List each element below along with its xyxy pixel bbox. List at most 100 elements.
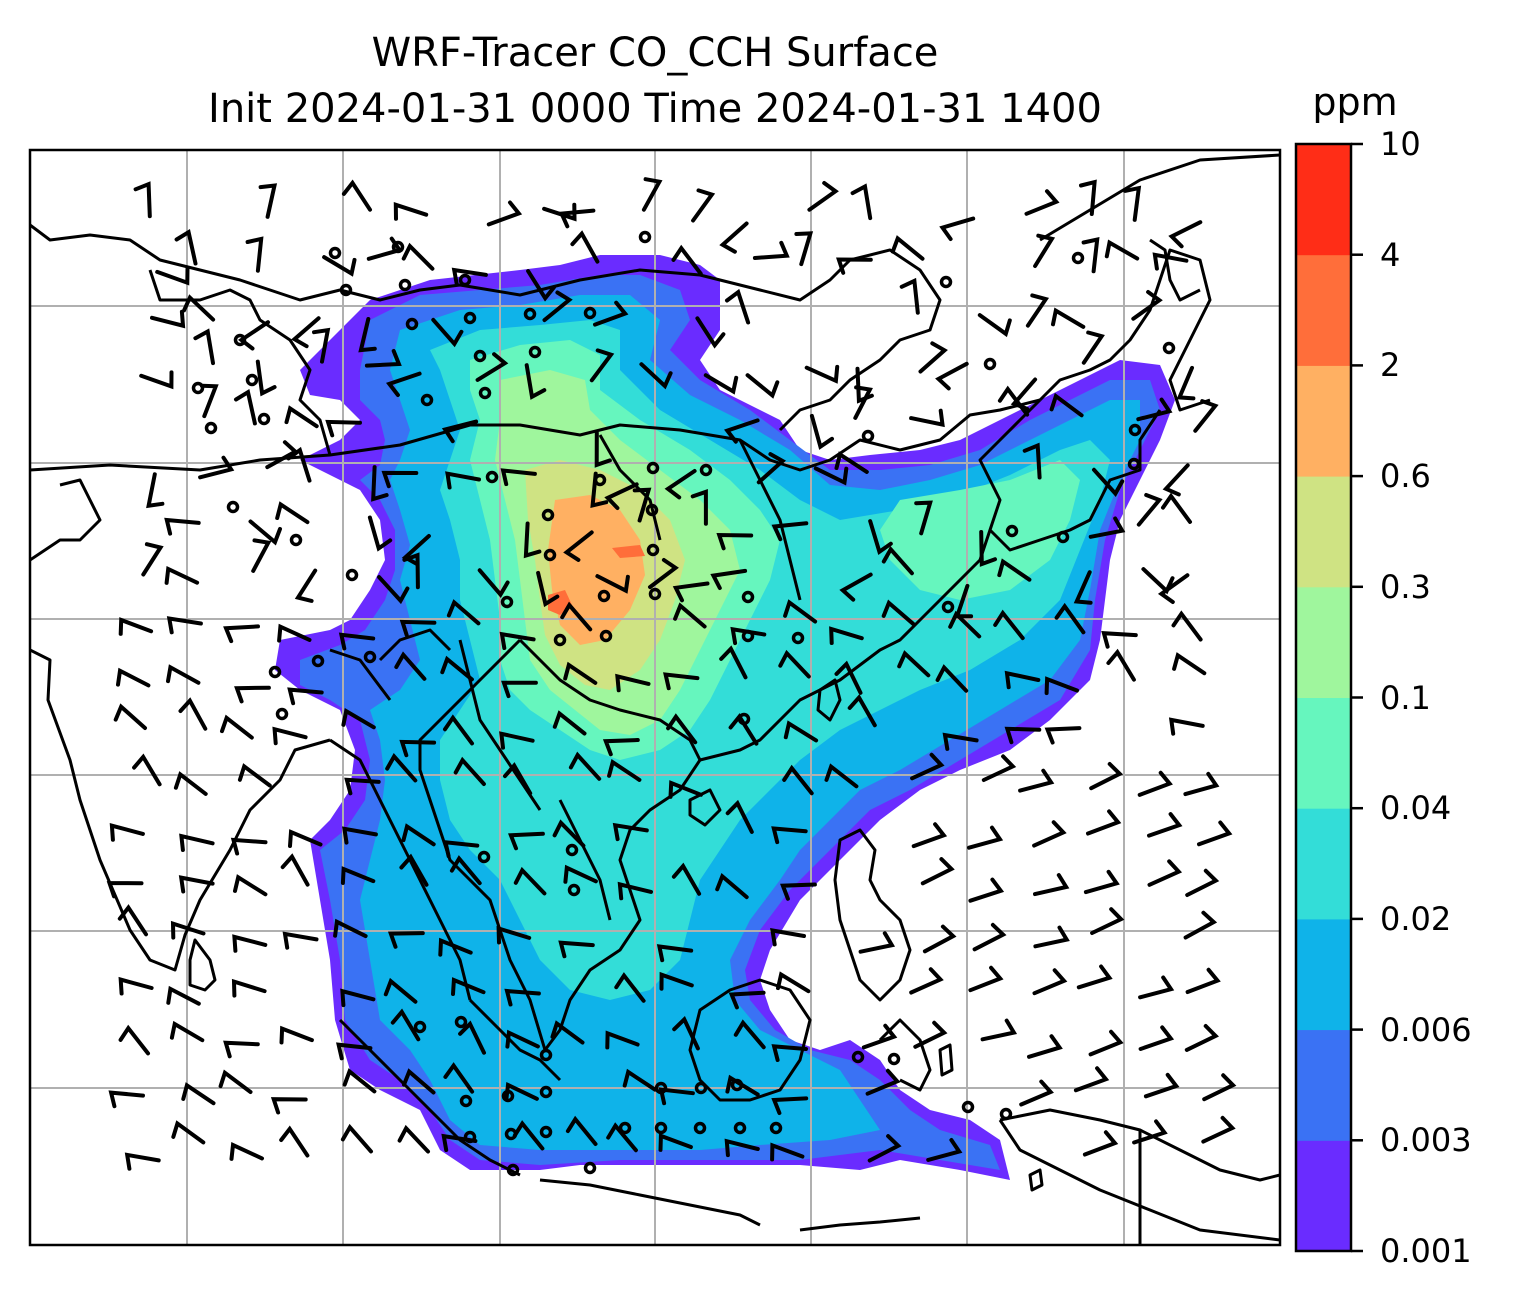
wind-barb: [385, 752, 418, 783]
wind-barb: [612, 822, 649, 842]
calm-wind-circle: [645, 503, 659, 517]
wind-barb: [139, 370, 174, 390]
wind-barb: [836, 257, 873, 275]
wind-barb: [477, 568, 510, 599]
calm-wind-circle: [523, 307, 537, 321]
calm-wind-circle: [477, 850, 491, 864]
calm-wind-circle: [500, 595, 514, 609]
wind-barb: [725, 1074, 760, 1097]
wind-barb: [881, 545, 914, 576]
wind-barb: [340, 988, 376, 1008]
wind-barb: [780, 882, 817, 901]
wind-barb: [1004, 726, 1042, 745]
wind-barb: [287, 687, 324, 706]
calm-wind-circle: [473, 349, 487, 363]
wind-barb: [783, 720, 819, 743]
calm-wind-circle: [459, 1094, 473, 1108]
wind-barb: [342, 1068, 377, 1094]
wind-barb: [666, 713, 698, 745]
wind-barb: [542, 290, 573, 323]
colorbar-segment: [1296, 697, 1351, 809]
wind-barb: [443, 1062, 475, 1094]
wind-barb: [1162, 463, 1190, 497]
wind-barb: [550, 1020, 585, 1045]
wind-barb: [181, 1082, 216, 1106]
wind-barb: [1019, 1079, 1054, 1107]
wind-barb: [336, 1042, 373, 1061]
wind-barb: [568, 751, 602, 781]
wind-barb: [367, 515, 393, 552]
wind-barb: [1185, 868, 1220, 897]
wind-barb: [501, 680, 538, 699]
wind-barb: [997, 385, 1030, 417]
colorbar-ticks: [1351, 142, 1363, 1253]
wind-barb: [858, 931, 896, 954]
wind-barb: [972, 922, 1007, 952]
wind-barb: [371, 465, 389, 502]
wind-barb: [865, 1068, 901, 1096]
wind-barb: [1132, 1119, 1168, 1145]
wind-barb: [565, 1115, 598, 1146]
wind-barb: [116, 667, 151, 688]
calm-wind-circle: [420, 393, 434, 407]
calm-wind-circle: [999, 1107, 1013, 1121]
wind-barb: [1022, 442, 1042, 480]
wind-barb: [804, 364, 840, 384]
wind-barb: [881, 599, 916, 626]
wind-barb: [850, 183, 873, 221]
calm-wind-circle: [478, 386, 492, 400]
calm-wind-circle: [1162, 341, 1176, 355]
calm-wind-circle: [345, 568, 359, 582]
wind-barb: [664, 469, 697, 500]
colorbar-tick-label: 0.02: [1380, 899, 1452, 938]
calm-wind-circle: [226, 500, 240, 514]
calm-wind-circle: [328, 246, 342, 260]
wind-barb: [251, 538, 272, 573]
wind-barb: [438, 937, 473, 957]
wind-barb: [449, 855, 482, 886]
calm-wind-circle: [593, 473, 607, 487]
wind-barb: [942, 732, 979, 751]
colorbar-tick-label: 0.3: [1380, 567, 1431, 606]
wind-barb: [499, 631, 536, 650]
wind-barb: [967, 825, 1004, 850]
calm-wind-circle: [528, 345, 542, 359]
wind-barb: [968, 965, 1004, 993]
wind-barb: [691, 188, 716, 223]
calm-wind-circle: [648, 587, 662, 601]
wind-barb: [155, 266, 190, 286]
calm-wind-circle: [363, 650, 377, 664]
wind-barb: [1138, 1025, 1175, 1051]
wind-barb: [387, 931, 425, 949]
wind-barb: [918, 341, 948, 374]
wind-barb: [164, 565, 200, 585]
wind-barb: [230, 837, 268, 856]
calm-wind-circle: [257, 412, 271, 426]
calm-wind-circle: [454, 1015, 468, 1029]
wind-barb: [911, 822, 948, 849]
colorbar-segment: [1296, 144, 1351, 256]
colorbar-tick-label: 2: [1380, 346, 1401, 385]
wind-barb: [1131, 290, 1163, 321]
wind-barb: [834, 660, 863, 695]
colorbar-tick-label: 0.003: [1380, 1121, 1472, 1160]
wind-barb: [1168, 220, 1203, 249]
wind-barb: [602, 738, 640, 757]
wind-barb: [178, 875, 215, 894]
wind-barb: [968, 877, 1005, 903]
wind-barb: [745, 373, 780, 399]
wind-barb: [402, 552, 420, 590]
wind-barb: [615, 673, 651, 693]
calm-wind-circle: [939, 275, 953, 289]
wind-barb: [719, 645, 748, 680]
wind-barb: [752, 240, 790, 260]
wind-barb: [1137, 770, 1173, 797]
wind-barb: [182, 294, 216, 322]
wind-barb: [173, 771, 208, 796]
calm-wind-circle: [539, 1125, 553, 1139]
wind-barb: [1033, 925, 1070, 949]
wind-barb: [728, 990, 766, 1010]
calm-wind-circle: [597, 589, 611, 603]
wind-barb: [1185, 967, 1221, 994]
colorbar-tick-label: 4: [1380, 235, 1401, 274]
